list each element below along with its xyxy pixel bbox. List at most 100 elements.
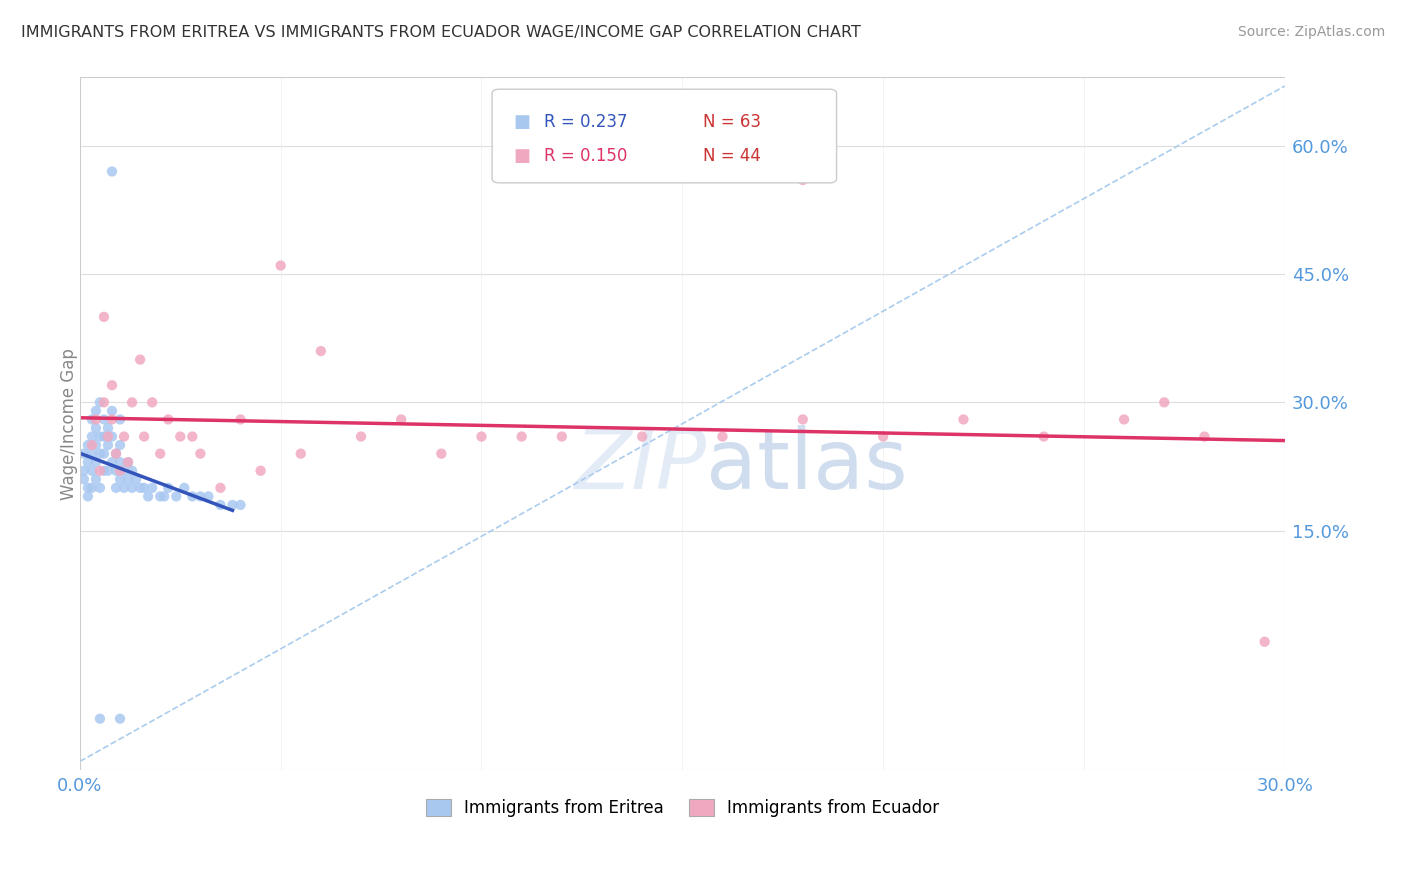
Point: [80, 481, 103, 495]
Point: [197, 489, 219, 503]
Point: [121, 464, 143, 478]
Point: [108, 712, 131, 726]
Point: [221, 498, 243, 512]
Point: [84, 421, 107, 435]
Point: [77, 438, 100, 452]
Point: [209, 481, 232, 495]
Point: [125, 472, 148, 486]
Point: [105, 464, 128, 478]
Point: [89, 447, 111, 461]
Point: [77, 455, 100, 469]
Point: [141, 481, 163, 495]
Point: [112, 429, 135, 443]
Point: [157, 481, 180, 495]
Point: [80, 429, 103, 443]
Point: [101, 455, 124, 469]
Point: [108, 455, 131, 469]
Point: [97, 421, 120, 435]
Point: [117, 472, 139, 486]
Point: [80, 412, 103, 426]
Point: [105, 447, 128, 461]
Point: [80, 464, 103, 478]
Point: [108, 438, 131, 452]
Point: [89, 464, 111, 478]
Point: [77, 489, 100, 503]
Point: [1153, 395, 1175, 409]
Text: R = 0.150: R = 0.150: [544, 147, 627, 165]
Point: [872, 429, 894, 443]
Point: [173, 481, 195, 495]
Point: [105, 481, 128, 495]
Point: [101, 412, 124, 426]
Point: [89, 481, 111, 495]
Point: [165, 489, 187, 503]
Point: [952, 412, 974, 426]
Legend: Immigrants from Eritrea, Immigrants from Ecuador: Immigrants from Eritrea, Immigrants from…: [419, 792, 946, 824]
Point: [93, 464, 115, 478]
Point: [631, 429, 654, 443]
Point: [97, 438, 120, 452]
Point: [350, 429, 373, 443]
Point: [84, 455, 107, 469]
Point: [108, 472, 131, 486]
Point: [389, 412, 412, 426]
Point: [101, 378, 124, 392]
Text: atlas: atlas: [706, 425, 908, 506]
Point: [73, 447, 96, 461]
Point: [93, 447, 115, 461]
Text: R = 0.237: R = 0.237: [544, 113, 627, 131]
Point: [141, 395, 163, 409]
Point: [101, 429, 124, 443]
Point: [97, 429, 120, 443]
Point: [792, 173, 814, 187]
Point: [89, 429, 111, 443]
Point: [711, 429, 734, 443]
Point: [112, 481, 135, 495]
Point: [108, 412, 131, 426]
Text: N = 44: N = 44: [703, 147, 761, 165]
Point: [84, 404, 107, 418]
Point: [551, 429, 574, 443]
Point: [84, 438, 107, 452]
Point: [190, 447, 212, 461]
Point: [84, 472, 107, 486]
Point: [510, 429, 533, 443]
Point: [93, 395, 115, 409]
Point: [169, 429, 191, 443]
Point: [108, 464, 131, 478]
Point: [101, 404, 124, 418]
Point: [290, 447, 312, 461]
Point: [134, 429, 156, 443]
Point: [97, 464, 120, 478]
Point: [209, 498, 232, 512]
Point: [229, 498, 252, 512]
Point: [430, 447, 453, 461]
Point: [190, 489, 212, 503]
Point: [117, 455, 139, 469]
Point: [117, 455, 139, 469]
Point: [77, 481, 100, 495]
Point: [149, 447, 172, 461]
Point: [792, 412, 814, 426]
Y-axis label: Wage/Income Gap: Wage/Income Gap: [60, 348, 77, 500]
Point: [93, 429, 115, 443]
Point: [181, 429, 204, 443]
Text: IMMIGRANTS FROM ERITREA VS IMMIGRANTS FROM ECUADOR WAGE/INCOME GAP CORRELATION C: IMMIGRANTS FROM ERITREA VS IMMIGRANTS FR…: [21, 25, 860, 40]
Point: [121, 395, 143, 409]
Point: [105, 447, 128, 461]
Point: [470, 429, 492, 443]
Point: [157, 412, 180, 426]
Point: [129, 352, 152, 367]
Point: [249, 464, 271, 478]
Point: [93, 310, 115, 324]
Point: [101, 164, 124, 178]
Point: [73, 472, 96, 486]
Point: [229, 412, 252, 426]
Text: ■: ■: [513, 113, 530, 131]
Point: [181, 489, 204, 503]
Point: [1032, 429, 1054, 443]
Point: [270, 259, 292, 273]
Point: [153, 489, 176, 503]
Point: [89, 712, 111, 726]
Point: [80, 438, 103, 452]
